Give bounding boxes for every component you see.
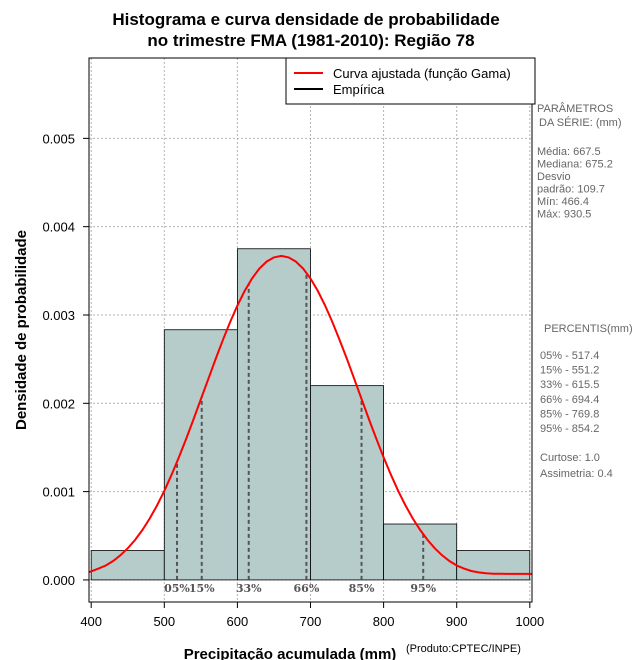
percentil-line-0: 05% - 517.4	[540, 350, 599, 362]
percentile-label-66%: 66%	[294, 582, 320, 595]
percentile-lines	[176, 273, 425, 580]
percentile-labels: 05%15% 33% 66% 85% 95%	[164, 582, 437, 595]
x-tick-label-6: 1000	[515, 614, 544, 629]
stats-list: Curtose: 1.0 Assimetria: 0.4	[540, 452, 613, 480]
histogram-bar-4	[383, 523, 458, 581]
side-panel: PARÂMETROS DA SÉRIE: (mm) Média: 667.5Me…	[537, 102, 633, 480]
x-tick-label-4: 800	[373, 614, 395, 629]
histogram-bar-1	[163, 329, 238, 581]
legend: Curva ajustada (função Gama) Empírica	[285, 57, 536, 105]
fitted-gamma-curve	[88, 254, 532, 575]
y-axis-label: Densidade de probabilidade	[13, 230, 30, 430]
x-tick-label-2: 600	[227, 614, 249, 629]
histogram-bars	[90, 248, 531, 581]
x-tick-label-5: 900	[446, 614, 468, 629]
chart-title: Histograma e curva densidade de probabil…	[112, 10, 499, 29]
x-axis-label: Precipitação acumulada (mm)	[184, 646, 397, 660]
x-tick-label-1: 500	[153, 614, 175, 629]
percentil-line-2: 33% - 615.5	[540, 379, 599, 391]
stat-line-0: Curtose: 1.0	[540, 452, 600, 464]
param-line-2: Desvio	[537, 171, 571, 183]
percentile-label-95%: 95%	[410, 582, 436, 595]
param-line-5: Máx: 930.5	[537, 209, 591, 221]
percentil-line-5: 95% - 854.2	[540, 423, 599, 435]
percentil-line-1: 15% - 551.2	[540, 365, 599, 377]
y-tick-label-0: 0.000	[42, 573, 75, 588]
y-tick-label-2: 0.002	[42, 396, 75, 411]
percentile-label-05%: 05%	[164, 582, 190, 595]
credit-label: (Produto:CPTEC/INPE)	[406, 643, 521, 655]
legend-box	[285, 57, 536, 105]
percentile-label-33%: 33%	[236, 582, 262, 595]
param-line-3: padrão: 109.7	[537, 184, 605, 196]
x-tick-label-3: 700	[300, 614, 322, 629]
params-heading-line-2: DA SÉRIE: (mm)	[539, 116, 622, 129]
percentile-label-85%: 85%	[349, 582, 375, 595]
legend-label-curve: Curva ajustada (função Gama)	[333, 66, 511, 81]
legend-label-empirical: Empírica	[333, 82, 385, 97]
param-line-4: Mín: 466.4	[537, 196, 589, 208]
percentis-list: 05% - 517.4 15% - 551.2 33% - 615.5 66% - 6…	[540, 350, 599, 435]
x-tick-label-0: 400	[80, 614, 102, 629]
chart-subtitle: no trimestre FMA (1981-2010): Região 78	[147, 31, 474, 50]
y-tick-label-3: 0.003	[42, 308, 75, 323]
param-line-1: Mediana: 675.2	[537, 159, 613, 171]
percentil-line-4: 85% - 769.8	[540, 408, 599, 420]
y-axis: 0.000 0.001 0.002 0.003 0.004 0.005	[42, 131, 89, 588]
y-tick-label-1: 0.001	[42, 485, 75, 500]
stat-line-1: Assimetria: 0.4	[540, 468, 613, 480]
histogram-bar-3	[310, 385, 385, 581]
percentil-line-3: 66% - 694.4	[540, 394, 599, 406]
x-axis: 400 500 600 700 800 900 1000	[80, 602, 544, 629]
params-heading-line-1: PARÂMETROS	[537, 102, 613, 115]
histogram-bar-5	[456, 550, 531, 581]
y-tick-label-5: 0.005	[42, 131, 75, 146]
param-line-0: Média: 667.5	[537, 146, 601, 158]
percentis-heading: PERCENTIS(mm)	[544, 323, 633, 335]
y-tick-label-4: 0.004	[42, 220, 75, 235]
histogram-bar-2	[236, 248, 311, 581]
percentile-label-15%: 15%	[189, 582, 215, 595]
histogram-bar-0	[90, 550, 165, 581]
